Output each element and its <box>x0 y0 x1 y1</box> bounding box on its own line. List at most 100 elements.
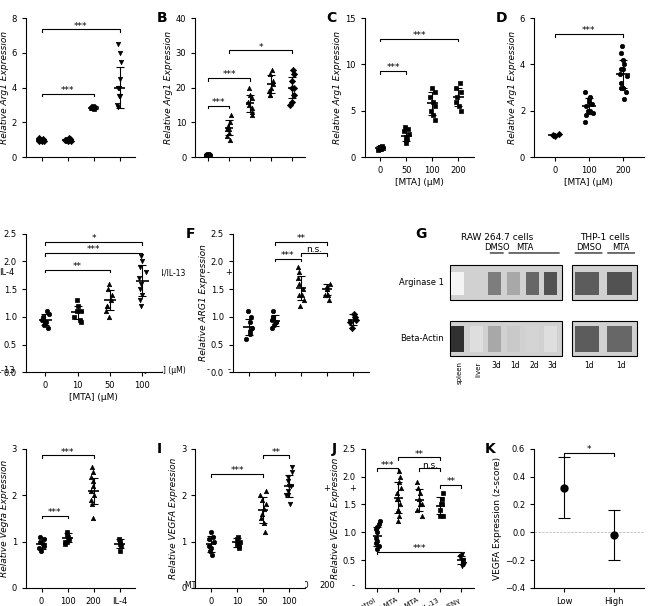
Text: 1d: 1d <box>616 361 626 370</box>
Point <box>374 541 384 551</box>
Text: D: D <box>496 12 508 25</box>
Point <box>435 511 445 521</box>
Point <box>232 539 242 548</box>
Point <box>65 134 75 144</box>
Point <box>257 509 267 519</box>
Text: +: + <box>289 268 296 278</box>
Point <box>115 74 125 84</box>
Point <box>393 466 404 476</box>
Point <box>456 106 466 116</box>
Text: B: B <box>157 12 168 25</box>
Point <box>266 65 277 75</box>
Point <box>430 101 441 111</box>
Point <box>88 101 98 111</box>
Point <box>294 290 304 299</box>
Point <box>285 499 295 509</box>
Text: 100: 100 <box>293 581 309 590</box>
Text: THP-1 cells: THP-1 cells <box>580 233 630 242</box>
Text: +: + <box>64 268 71 278</box>
Text: -: - <box>273 581 276 590</box>
Point <box>34 136 44 145</box>
X-axis label: [MTA] (μM): [MTA] (μM) <box>395 178 444 187</box>
Point <box>349 309 359 319</box>
Point <box>415 499 425 509</box>
Point <box>86 499 97 509</box>
Text: IL-4/IL-13: IL-4/IL-13 <box>151 268 186 278</box>
Point <box>62 537 73 547</box>
Point <box>271 318 281 327</box>
Point <box>417 499 427 509</box>
Point <box>233 532 244 542</box>
Text: 1d: 1d <box>584 361 593 370</box>
Point <box>287 462 297 472</box>
Point <box>107 290 118 299</box>
FancyBboxPatch shape <box>507 326 520 352</box>
Point <box>412 505 423 515</box>
Point <box>60 135 71 145</box>
Text: -: - <box>247 581 250 590</box>
Point <box>616 78 627 88</box>
Point <box>618 55 629 65</box>
Text: ***: *** <box>413 544 426 553</box>
Point <box>344 318 355 327</box>
Point <box>427 83 437 93</box>
Point <box>292 262 303 271</box>
Point <box>268 312 278 322</box>
Point <box>287 76 297 85</box>
Point <box>136 279 146 288</box>
Point <box>413 483 423 493</box>
Point <box>457 555 467 565</box>
Point <box>393 505 403 515</box>
Point <box>39 136 49 145</box>
Point <box>285 100 295 110</box>
Point <box>73 301 83 311</box>
Point <box>401 134 411 144</box>
Text: +: + <box>246 268 254 278</box>
Point <box>283 490 293 500</box>
Point <box>244 326 255 336</box>
Text: 2d: 2d <box>529 361 539 370</box>
Point <box>399 126 410 136</box>
Point <box>207 551 217 561</box>
Point <box>137 290 148 299</box>
Point <box>135 251 146 261</box>
Point <box>224 128 234 138</box>
Point <box>231 534 242 544</box>
Point <box>454 101 464 111</box>
Point <box>282 486 293 496</box>
Text: -: - <box>40 365 43 375</box>
Point <box>203 150 214 159</box>
Point <box>583 106 593 116</box>
Point <box>323 290 333 299</box>
Text: *: * <box>586 445 591 454</box>
Point <box>294 268 305 278</box>
Point <box>584 95 594 104</box>
Text: ***: *** <box>387 64 400 72</box>
Point <box>286 481 296 491</box>
Point <box>38 312 49 322</box>
Text: Arginase 1: Arginase 1 <box>399 278 444 287</box>
Text: ***: *** <box>61 448 74 457</box>
Point <box>64 133 74 143</box>
Point <box>372 536 382 545</box>
Point <box>62 527 72 537</box>
Point <box>371 539 382 548</box>
Point <box>255 490 265 500</box>
Point <box>116 57 127 67</box>
Text: MTA: MTA <box>612 242 630 251</box>
Point <box>135 295 146 305</box>
Text: -: - <box>352 581 354 590</box>
Point <box>134 273 144 283</box>
Text: **: ** <box>73 262 82 271</box>
Point <box>115 537 125 547</box>
Point <box>616 64 626 74</box>
Point <box>616 48 626 58</box>
Point <box>586 99 597 108</box>
Point <box>247 110 257 120</box>
Point <box>115 539 125 548</box>
Text: **: ** <box>447 478 456 487</box>
Point <box>346 323 357 333</box>
Point <box>456 551 466 561</box>
Point <box>618 64 628 74</box>
Text: ***: *** <box>281 251 294 260</box>
